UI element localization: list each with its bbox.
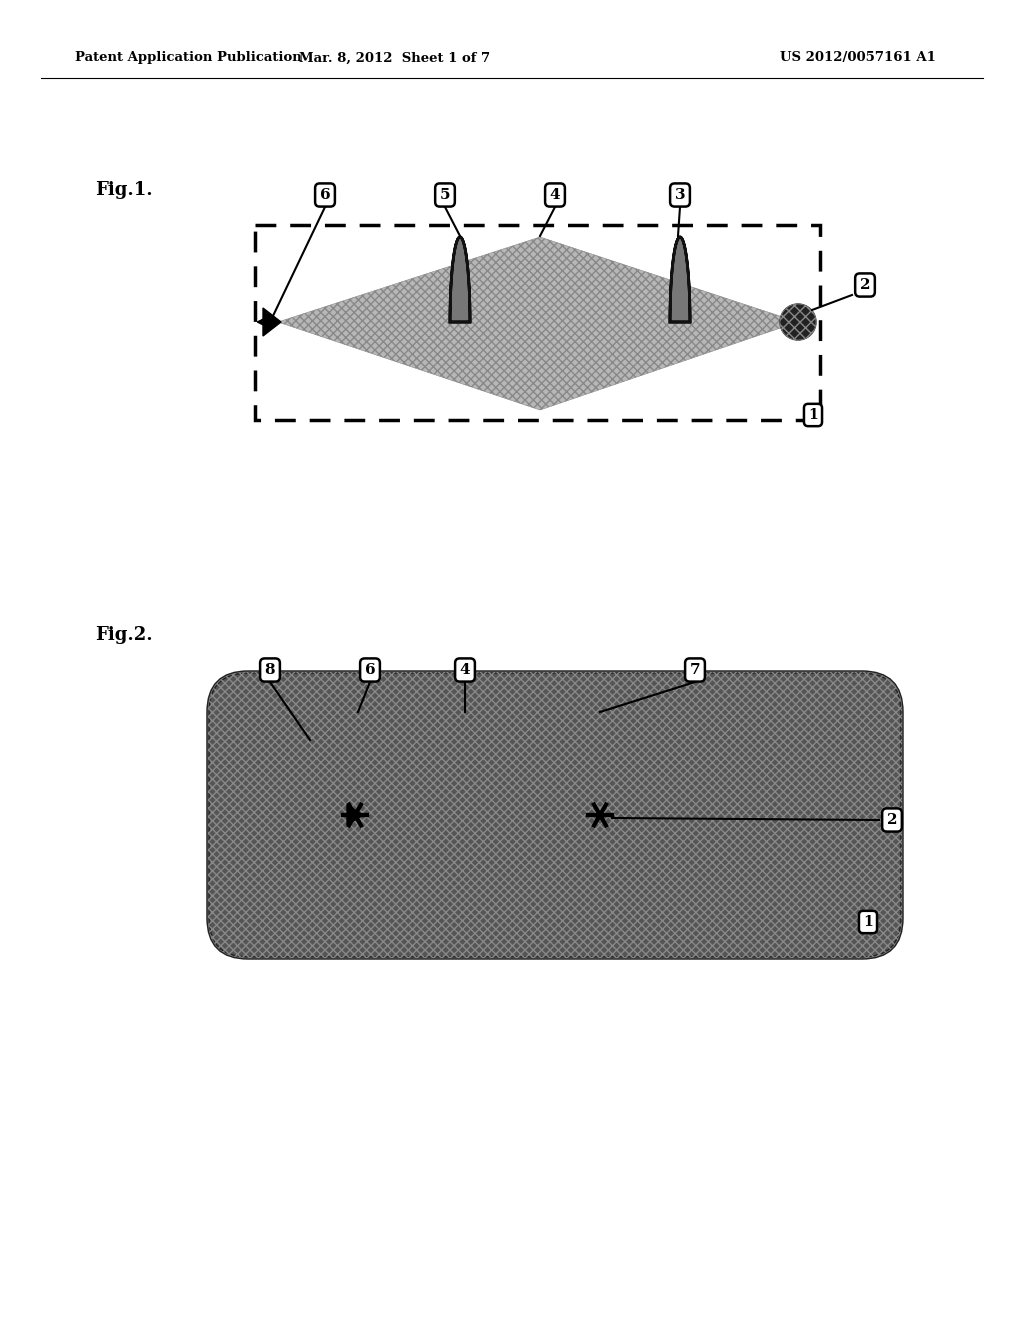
Polygon shape xyxy=(450,238,470,322)
Text: 6: 6 xyxy=(319,187,331,202)
Text: 5: 5 xyxy=(439,187,451,202)
Text: US 2012/0057161 A1: US 2012/0057161 A1 xyxy=(780,51,936,65)
Text: 8: 8 xyxy=(264,663,275,677)
Text: Fig.2.: Fig.2. xyxy=(95,626,153,644)
Text: 1: 1 xyxy=(863,915,872,929)
Text: 7: 7 xyxy=(690,663,700,677)
Text: Patent Application Publication: Patent Application Publication xyxy=(75,51,302,65)
Polygon shape xyxy=(278,238,798,411)
Polygon shape xyxy=(670,238,690,322)
Bar xyxy=(234,700,874,931)
Text: 3: 3 xyxy=(675,187,685,202)
Bar xyxy=(255,224,820,420)
Text: 4: 4 xyxy=(460,663,470,677)
Text: 4: 4 xyxy=(550,187,560,202)
Polygon shape xyxy=(347,805,362,825)
Text: 2: 2 xyxy=(860,279,870,292)
Text: 1: 1 xyxy=(808,408,818,422)
Text: Mar. 8, 2012  Sheet 1 of 7: Mar. 8, 2012 Sheet 1 of 7 xyxy=(299,51,490,65)
Polygon shape xyxy=(263,308,281,337)
Text: 2: 2 xyxy=(887,813,897,828)
Text: Fig.1.: Fig.1. xyxy=(95,181,153,199)
Circle shape xyxy=(780,304,816,341)
FancyBboxPatch shape xyxy=(208,672,902,958)
Text: 6: 6 xyxy=(365,663,376,677)
